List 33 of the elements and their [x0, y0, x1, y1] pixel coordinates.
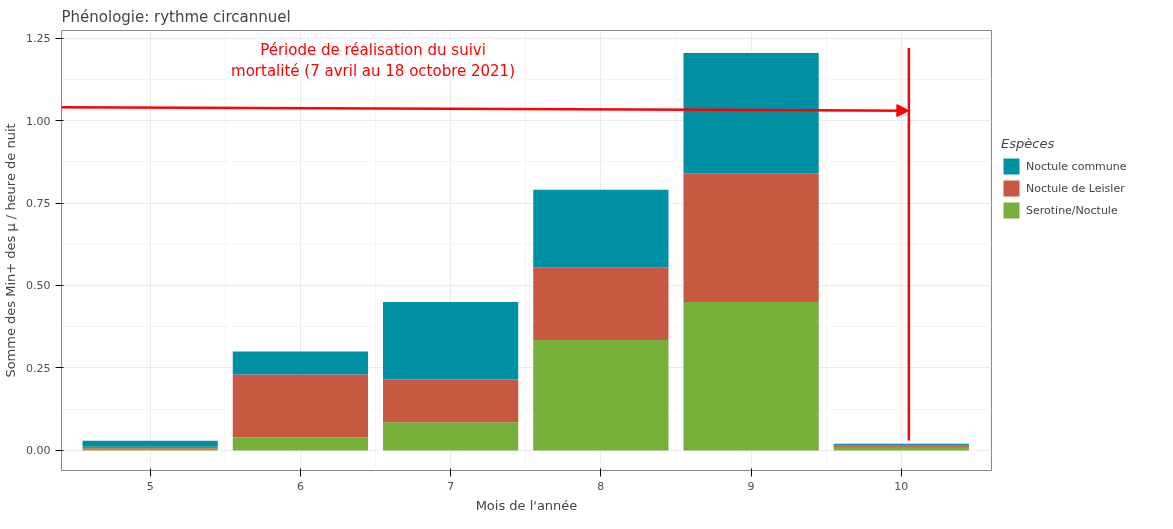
x-tick-label: 10 — [894, 479, 909, 493]
bar — [232, 374, 368, 438]
legend-label: Noctule commune — [1026, 159, 1127, 173]
y-axis-title: Somme des Min+ des µ / heure de nuit — [3, 123, 19, 378]
y-tick-label: 0.25 — [26, 361, 51, 375]
annotation: Période de réalisation du suivi mortalité (7 avril au 18 octobre 2021) — [231, 40, 516, 81]
legend-label: Serotine/Noctule — [1026, 203, 1118, 217]
y-tick-label: 1.00 — [26, 114, 51, 128]
bar — [683, 52, 819, 174]
bar — [232, 351, 368, 375]
x-tick-label: 8 — [597, 479, 605, 493]
y-tick-label: 0.00 — [26, 444, 51, 458]
legend-title: Espèces — [1001, 136, 1056, 151]
bar — [533, 189, 669, 268]
x-tick-label: 9 — [747, 479, 755, 493]
bar — [232, 437, 368, 451]
bar — [683, 173, 819, 302]
y-tick-label: 1.25 — [26, 32, 51, 46]
y-tick-label: 0.50 — [26, 279, 51, 293]
bar — [82, 440, 218, 447]
x-axis-title: Mois de l'année — [475, 497, 578, 513]
chart-title: Phénologie: rythme circannuel — [61, 7, 291, 26]
y-tick-label: 0.75 — [26, 197, 51, 210]
bar — [383, 379, 519, 423]
legend-label: Noctule de Leisler — [1026, 181, 1125, 195]
x-tick-label: 6 — [296, 479, 304, 493]
bar — [383, 422, 519, 451]
bar — [533, 267, 669, 340]
bar — [683, 301, 819, 451]
x-tick-label: 5 — [146, 479, 154, 493]
bar — [533, 339, 669, 451]
bar — [383, 301, 519, 380]
x-tick-label: 7 — [447, 479, 455, 493]
